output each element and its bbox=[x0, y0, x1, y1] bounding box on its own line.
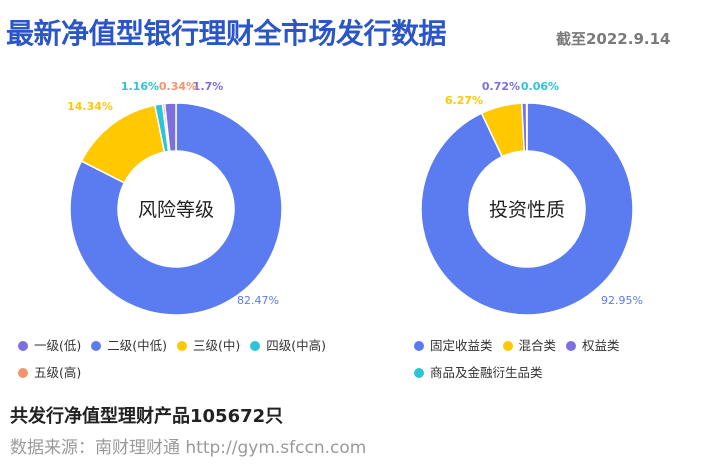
investment-type-legend: 固定收益类 混合类 权益类商品及金融衍生品类 bbox=[414, 338, 630, 393]
data-label-五级(高): 0.34% bbox=[159, 80, 197, 93]
data-label-一级(低): 1.7% bbox=[193, 80, 224, 93]
data-label-混合类: 6.27% bbox=[445, 94, 483, 107]
legend-item: 三级(中) bbox=[177, 338, 241, 353]
legend-item: 一级(低) bbox=[18, 338, 82, 353]
donut-center-label: 投资性质 bbox=[489, 199, 565, 221]
legend-item: 商品及金融衍生品类 bbox=[414, 364, 543, 380]
data-label-固定收益类: 92.95% bbox=[601, 294, 643, 307]
data-label-二级(中低): 82.47% bbox=[237, 294, 279, 307]
legend-dot-icon bbox=[414, 341, 424, 352]
legend-item: 固定收益类 bbox=[414, 338, 493, 353]
slice-一级(低) bbox=[163, 102, 177, 153]
investment-type-donut: 投资性质 92.95% 6.27%0.72% 0.06% bbox=[420, 80, 643, 316]
legend-item: 权益类 bbox=[566, 338, 620, 353]
donut-center-label: 风险等级 bbox=[138, 199, 214, 221]
data-label-三级(中): 14.34% bbox=[67, 100, 113, 113]
legend-row: 一级(低) 二级(中低) 三级(中) 四级(中高) bbox=[18, 338, 336, 353]
legend-label: 权益类 bbox=[582, 338, 620, 353]
legend-label: 一级(低) bbox=[34, 338, 82, 353]
legend-row: 五级(高) bbox=[18, 364, 336, 380]
legend-label: 五级(高) bbox=[34, 364, 82, 380]
chart-title: 最新净值型银行理财全市场发行数据 bbox=[6, 17, 447, 50]
risk-level-legend: 一级(低) 二级(中低) 三级(中) 四级(中高) 五级(高) bbox=[18, 338, 336, 393]
legend-item: 混合类 bbox=[502, 338, 557, 353]
legend-item: 四级(中高) bbox=[250, 338, 327, 353]
data-label-权益类: 0.72% bbox=[482, 80, 520, 93]
legend-label: 四级(中高) bbox=[266, 338, 327, 353]
legend-dot-icon bbox=[91, 341, 102, 352]
legend-label: 固定收益类 bbox=[430, 338, 493, 353]
legend-dot-icon bbox=[250, 341, 261, 352]
data-label-四级(中高): 1.16% bbox=[121, 80, 159, 93]
slice-二级(中低) bbox=[69, 102, 283, 316]
legend-row: 商品及金融衍生品类 bbox=[414, 364, 630, 380]
data-label-商品及金融衍生品类: 0.06% bbox=[521, 80, 559, 93]
legend-dot-icon bbox=[177, 341, 188, 352]
legend-dot-icon bbox=[502, 341, 513, 352]
legend-label: 混合类 bbox=[518, 338, 557, 353]
legend-dot-icon bbox=[566, 341, 577, 352]
legend-dot-icon bbox=[18, 341, 28, 352]
legend-item: 五级(高) bbox=[18, 364, 82, 380]
risk-level-donut: 风险等级 1.7% 82.47% 14.34% 1.16% 0.34% bbox=[67, 80, 283, 316]
slice-固定收益类 bbox=[420, 102, 634, 316]
legend-dot-icon bbox=[414, 367, 424, 378]
legend-label: 二级(中低) bbox=[107, 338, 168, 353]
legend-label: 三级(中) bbox=[193, 338, 241, 353]
as-of-date: 截至2022.9.14 bbox=[556, 30, 671, 48]
legend-item: 二级(中低) bbox=[91, 338, 168, 353]
legend-dot-icon bbox=[18, 367, 28, 378]
total-products: 共发行净值型理财产品105672只 bbox=[10, 406, 284, 427]
legend-row: 固定收益类 混合类 权益类 bbox=[414, 338, 630, 353]
data-source: 数据来源：南财理财通 http://gym.sfccn.com bbox=[10, 438, 367, 458]
legend-label: 商品及金融衍生品类 bbox=[430, 364, 543, 380]
